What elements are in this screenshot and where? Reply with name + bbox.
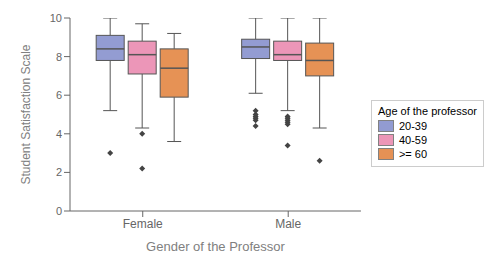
svg-text:Female: Female: [123, 217, 163, 231]
svg-text:0: 0: [56, 205, 62, 217]
svg-text:Gender of the Professor: Gender of the Professor: [146, 239, 285, 254]
svg-text:10: 10: [50, 12, 62, 24]
svg-text:4: 4: [56, 128, 62, 140]
html-text:40-59: 40-59: [398, 133, 428, 146]
html-text:20-39: 20-39: [398, 119, 428, 132]
svg-text:8: 8: [56, 51, 62, 63]
svg-text:6: 6: [56, 89, 62, 101]
svg-text:Student Satisfaction Scale: Student Satisfaction Scale: [19, 44, 33, 184]
html-text:>= 60: >= 60: [398, 147, 428, 160]
html-text:Age of the professor: Age of the professor: [377, 104, 477, 117]
svg-text:2: 2: [56, 166, 62, 178]
svg-text:Male: Male: [275, 217, 301, 231]
